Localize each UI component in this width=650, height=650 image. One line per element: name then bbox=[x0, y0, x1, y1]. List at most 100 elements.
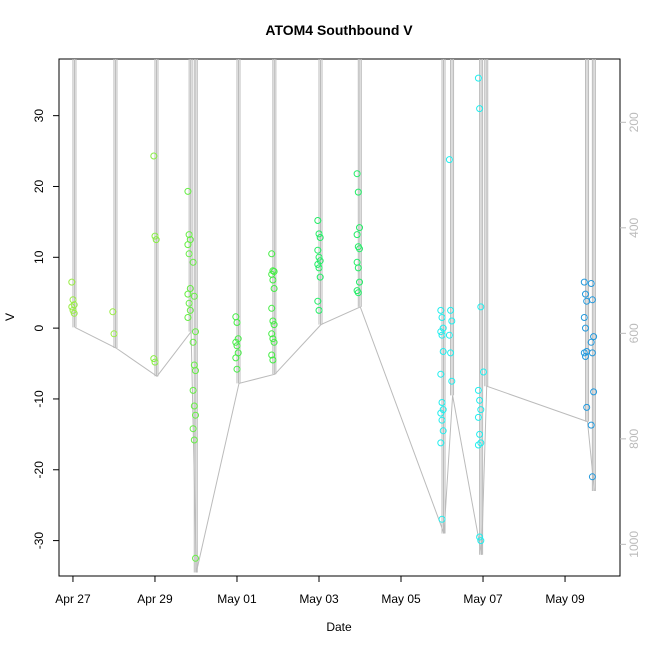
data-point bbox=[269, 335, 277, 343]
data-point bbox=[316, 234, 324, 241]
data-point bbox=[588, 296, 596, 304]
y-tick-label: 0 bbox=[32, 324, 46, 331]
data-point bbox=[356, 245, 363, 253]
data-point bbox=[588, 349, 596, 357]
data-point bbox=[314, 260, 322, 268]
data-point bbox=[356, 278, 363, 286]
data-point bbox=[189, 425, 197, 433]
data-point bbox=[437, 306, 445, 314]
data-point bbox=[447, 306, 455, 314]
data-point bbox=[587, 338, 595, 346]
data-point bbox=[150, 355, 158, 363]
y2-tick-label: 800 bbox=[627, 429, 641, 449]
data-point bbox=[190, 402, 198, 410]
data-point bbox=[186, 306, 194, 314]
data-point bbox=[438, 515, 446, 523]
data-point bbox=[316, 273, 324, 281]
y-tick-label: 20 bbox=[32, 179, 46, 193]
data-point bbox=[439, 427, 447, 435]
data-point bbox=[474, 441, 482, 449]
data-point bbox=[353, 231, 361, 239]
data-point bbox=[587, 421, 595, 429]
data-point bbox=[315, 230, 323, 238]
data-point bbox=[439, 324, 447, 332]
data-point bbox=[233, 319, 241, 326]
data-point bbox=[268, 250, 276, 258]
x-tick-label: May 03 bbox=[299, 592, 339, 606]
y-axis: -30 -20 -10 0 10 20 30 bbox=[32, 109, 59, 549]
data-point bbox=[437, 370, 445, 378]
data-point bbox=[234, 335, 242, 343]
data-point bbox=[315, 264, 323, 272]
data-point bbox=[438, 314, 446, 321]
y-tick-label: -10 bbox=[32, 390, 46, 408]
data-point bbox=[354, 289, 362, 297]
data-point bbox=[185, 250, 193, 258]
data-point bbox=[184, 241, 192, 249]
y-axis-label: V bbox=[3, 313, 17, 321]
data-point bbox=[270, 285, 278, 292]
data-point bbox=[476, 105, 484, 113]
data-point bbox=[190, 436, 198, 444]
data-point bbox=[316, 257, 324, 265]
data-point bbox=[185, 231, 193, 239]
y-tick-label: -20 bbox=[32, 461, 46, 479]
plot-frame bbox=[58, 58, 621, 577]
data-point bbox=[269, 356, 277, 364]
data-point bbox=[184, 290, 192, 298]
data-point bbox=[477, 303, 485, 311]
data-point bbox=[315, 306, 323, 314]
data-point bbox=[233, 342, 241, 350]
data-point bbox=[474, 74, 482, 82]
data-point bbox=[68, 303, 76, 311]
data-point bbox=[189, 338, 197, 346]
data-point bbox=[314, 217, 322, 224]
x-tick-label: May 01 bbox=[217, 592, 257, 606]
x-axis-label: Date bbox=[326, 620, 352, 634]
data-point bbox=[476, 430, 484, 438]
data-point bbox=[70, 309, 78, 317]
data-point bbox=[588, 473, 596, 481]
data-point bbox=[580, 278, 588, 286]
data-point bbox=[445, 156, 453, 164]
data-point bbox=[189, 258, 197, 266]
data-point bbox=[232, 338, 240, 346]
data-point bbox=[480, 368, 487, 376]
data-point bbox=[269, 267, 277, 275]
data-point bbox=[439, 406, 447, 414]
data-point bbox=[353, 170, 361, 178]
data-point bbox=[270, 338, 278, 346]
data-point bbox=[447, 349, 455, 357]
data-point bbox=[476, 396, 484, 404]
data-point bbox=[314, 246, 322, 254]
data-point bbox=[445, 331, 453, 339]
x-tick-label: Apr 27 bbox=[55, 592, 91, 606]
data-point bbox=[582, 290, 589, 298]
data-point bbox=[582, 324, 589, 332]
data-point bbox=[354, 264, 362, 272]
data-point bbox=[190, 292, 198, 300]
y2-tick-label: 200 bbox=[627, 112, 641, 132]
data-point bbox=[477, 537, 485, 545]
data-point bbox=[151, 358, 159, 366]
data-point bbox=[580, 314, 588, 321]
data-point bbox=[476, 533, 484, 541]
data-point bbox=[269, 276, 277, 284]
profile-lines bbox=[72, 59, 596, 573]
y2-tick-label: 1000 bbox=[627, 531, 641, 558]
data-point bbox=[268, 304, 276, 312]
data-point bbox=[437, 439, 445, 447]
x-tick-label: May 07 bbox=[463, 592, 503, 606]
data-point bbox=[232, 354, 240, 362]
data-point bbox=[69, 296, 77, 304]
data-point bbox=[437, 328, 445, 336]
data-point bbox=[109, 308, 117, 316]
data-point bbox=[438, 399, 446, 406]
data-point bbox=[268, 330, 276, 338]
data-point bbox=[438, 416, 446, 424]
data-point bbox=[477, 406, 485, 414]
data-point bbox=[474, 413, 482, 421]
data-point bbox=[438, 331, 446, 339]
data-point bbox=[151, 232, 159, 240]
